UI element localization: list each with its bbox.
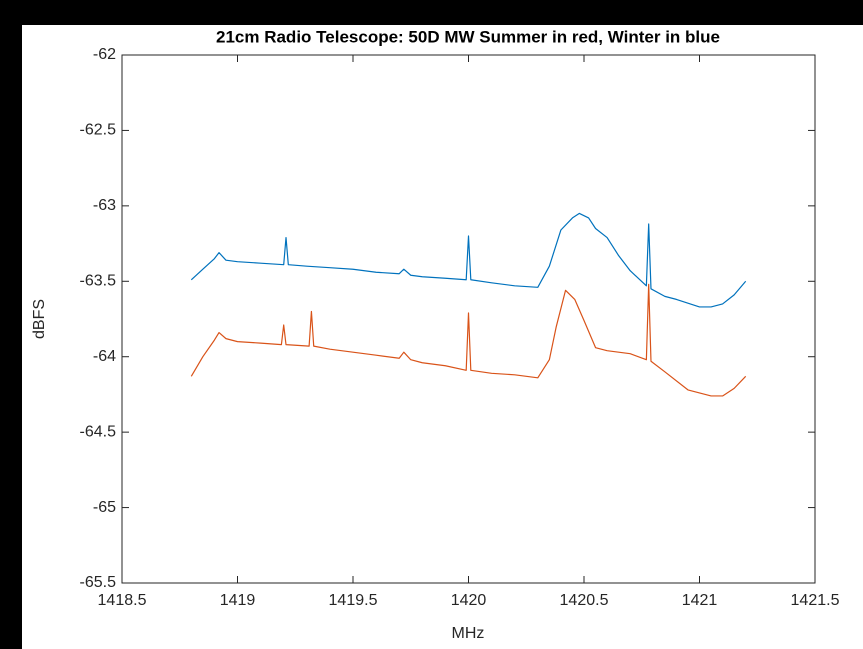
y-tick-label: -65.5 [80, 574, 117, 591]
y-tick-label: -63 [93, 197, 116, 214]
chart-title: 21cm Radio Telescope: 50D MW Summer in r… [216, 27, 720, 46]
y-tick-label: -62 [93, 46, 116, 63]
x-tick-label: 1420 [451, 592, 487, 609]
y-axis-label: dBFS [31, 299, 48, 339]
x-tick-label: 1420.5 [560, 592, 609, 609]
y-tick-label: -64 [93, 348, 116, 365]
x-axis-label: MHz [452, 625, 485, 642]
x-tick-label: 1421 [682, 592, 718, 609]
x-tick-label: 1419.5 [329, 592, 378, 609]
y-tick-label: -64.5 [80, 423, 117, 440]
x-tick-label: 1419 [220, 592, 256, 609]
figure [22, 25, 863, 649]
y-tick-label: -63.5 [80, 273, 117, 290]
series-line [190, 283, 747, 397]
series-line [190, 212, 747, 308]
x-tick-label: 1421.5 [791, 592, 840, 609]
y-tick-label: -62.5 [80, 122, 117, 139]
x-tick-label: 1418.5 [98, 592, 147, 609]
y-tick-label: -65 [93, 499, 116, 516]
